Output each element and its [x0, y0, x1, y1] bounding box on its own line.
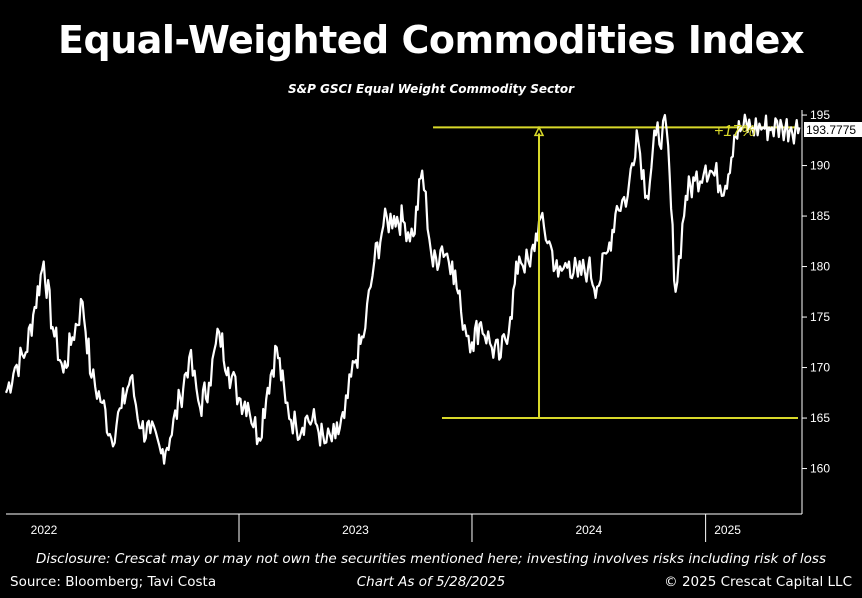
y-tick-label: 160 [810, 462, 830, 476]
y-tick-label: 190 [810, 159, 830, 173]
reference-lines [433, 126, 798, 420]
disclosure-text: Disclosure: Crescat may or may not own t… [36, 551, 826, 567]
gain-annotation: +17% [714, 123, 755, 140]
source-text: Source: Bloomberg; Tavi Costa [10, 574, 217, 590]
x-tick-label: 2022 [31, 523, 58, 537]
chart-title: Equal-Weighted Commodities Index [58, 18, 804, 62]
y-tick-label: 170 [810, 361, 830, 375]
copyright-text: © 2025 Crescat Capital LLC [664, 574, 852, 590]
last-value-tag: 193.7775 [804, 122, 862, 137]
y-tick-label: 175 [810, 310, 830, 324]
x-tick-label: 2024 [575, 523, 602, 537]
chart-subtitle: S&P GSCI Equal Weight Commodity Sector [287, 82, 575, 96]
y-tick-label: 185 [810, 209, 830, 223]
gain-arrow [533, 125, 545, 419]
y-tick-label: 195 [810, 108, 830, 122]
axes: 160 165 170 175 180 185 190 195 2022 2023 2024 2025 [6, 108, 830, 542]
y-tick-label: 180 [810, 260, 830, 274]
as-of-text: Chart As of 5/28/2025 [356, 574, 506, 590]
last-value-label: 193.7775 [806, 123, 856, 137]
arrow-head [533, 125, 545, 137]
y-tick-label: 165 [810, 411, 830, 425]
series-line [4, 113, 801, 465]
x-tick-label: 2025 [714, 523, 741, 537]
x-tick-label: 2023 [342, 523, 369, 537]
